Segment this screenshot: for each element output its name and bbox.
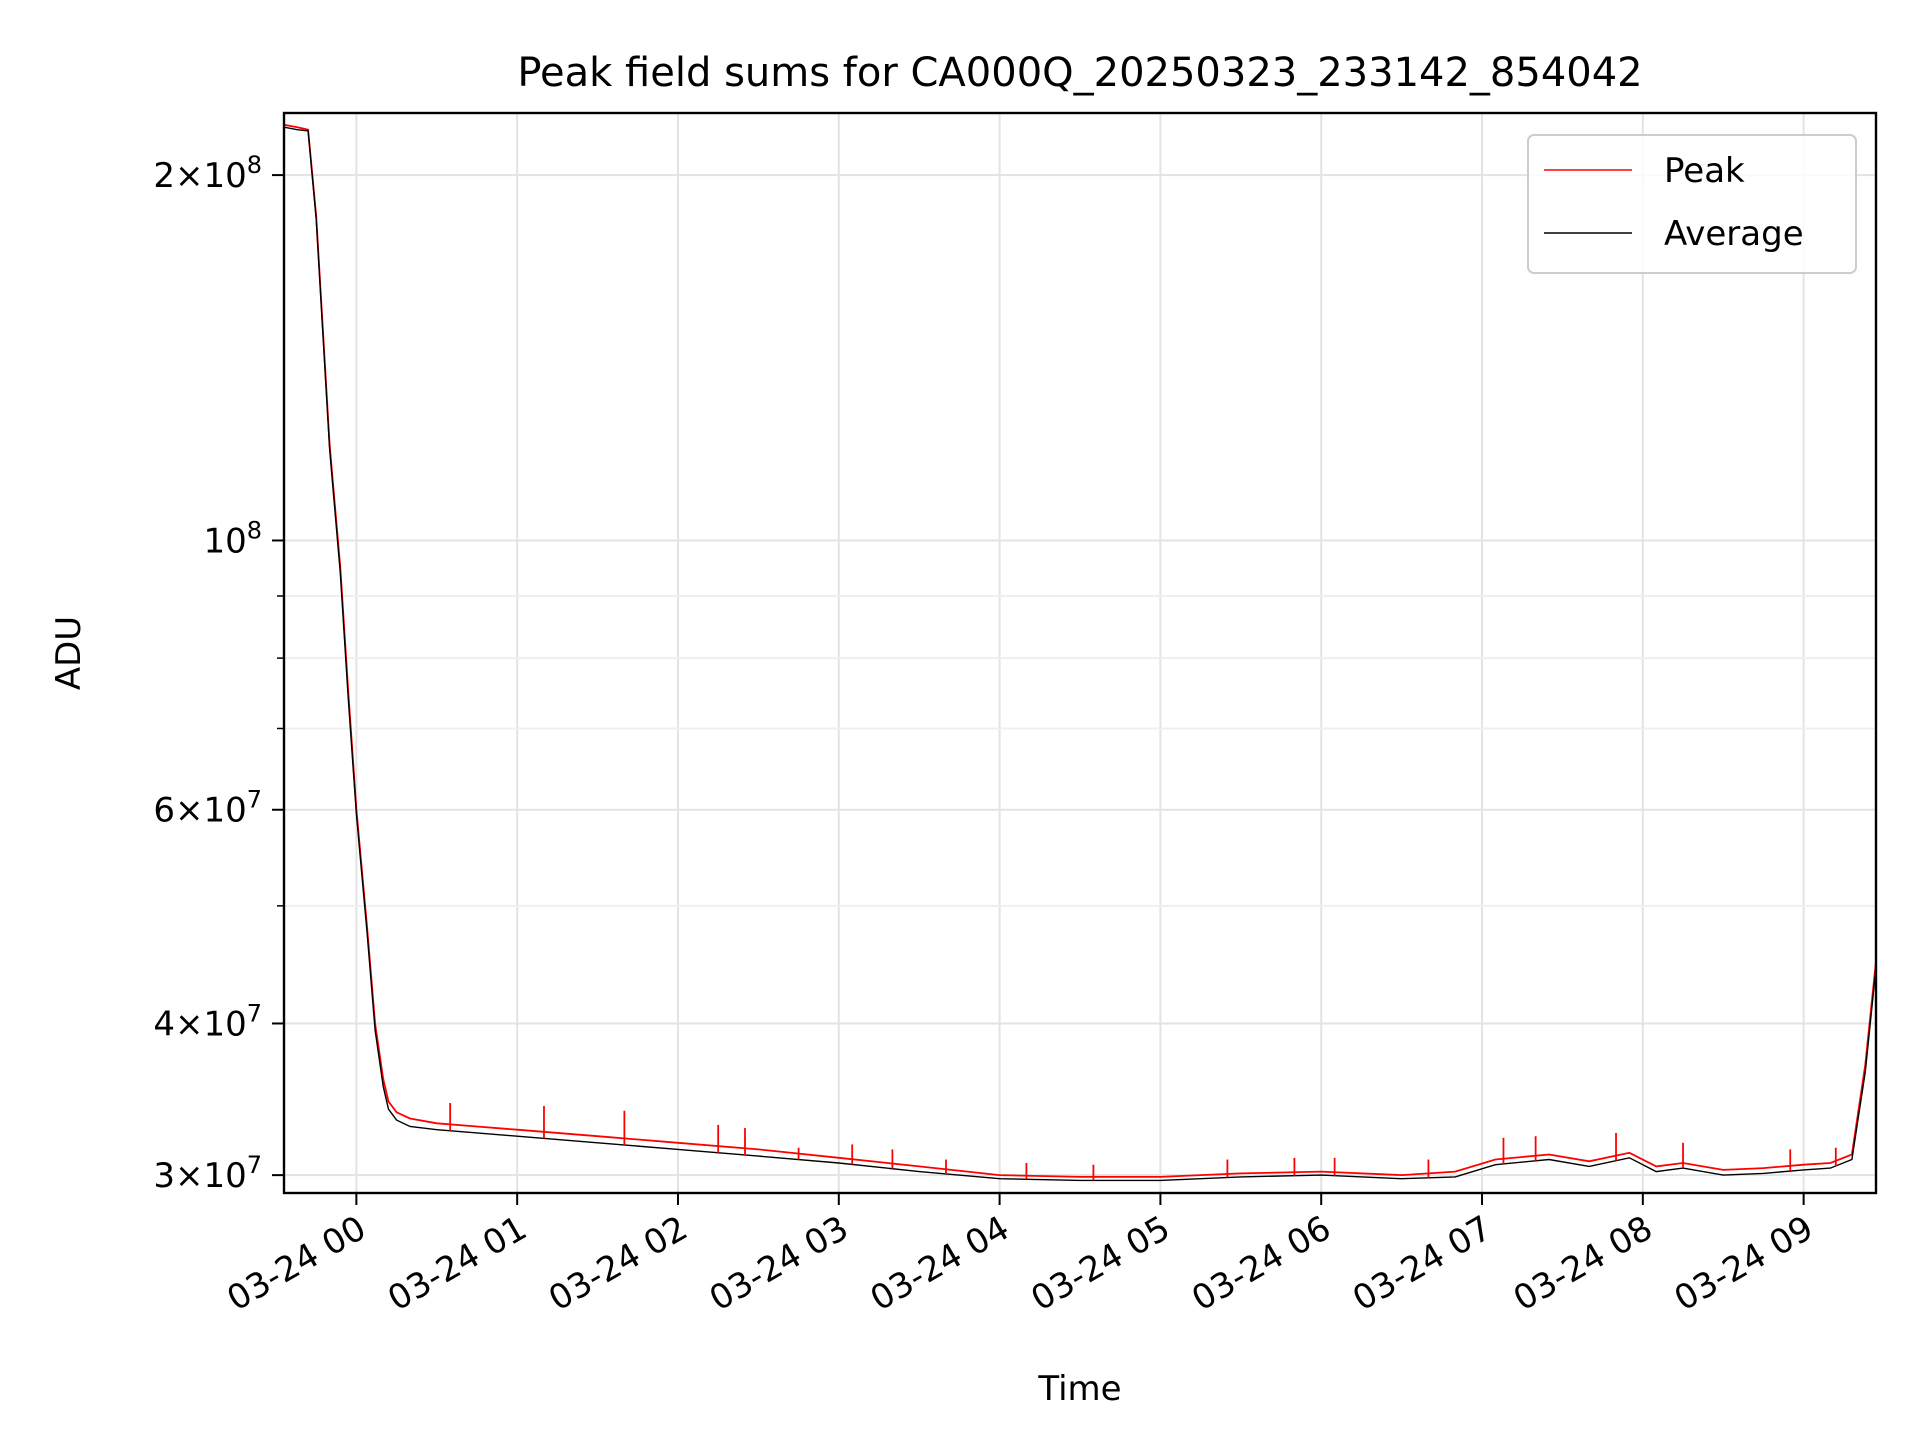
plot-area	[284, 123, 1876, 1182]
x-axis-label: Time	[1037, 1369, 1121, 1409]
y-tick-label-exponent: 8	[247, 151, 262, 179]
y-tick-label-base: 10	[203, 521, 246, 561]
legend-label-peak: Peak	[1664, 151, 1745, 191]
y-tick-label-exponent: 7	[247, 999, 262, 1027]
y-tick-label: 6×107	[153, 786, 262, 831]
series-layer	[284, 123, 1876, 1182]
y-tick-label: 2×108	[153, 151, 262, 196]
y-tick-label: 108	[203, 516, 262, 561]
legend-label-average: Average	[1664, 214, 1804, 254]
chart-title: Peak field sums for CA000Q_20250323_2331…	[517, 50, 1642, 96]
y-tick-label-base: 4×10	[153, 1004, 246, 1044]
y-tick-label-exponent: 7	[247, 1151, 262, 1179]
y-tick-label-base: 6×10	[153, 791, 246, 831]
y-tick-label-exponent: 8	[247, 516, 262, 544]
legend: Peak Average	[1527, 134, 1857, 274]
y-tick-label-exponent: 7	[247, 786, 262, 814]
y-tick-label-base: 3×10	[153, 1156, 246, 1196]
y-tick-label: 4×107	[153, 999, 262, 1044]
grid	[284, 113, 1876, 1193]
plot-frame	[282, 111, 1878, 1195]
y-axis-label: ADU	[49, 616, 89, 690]
y-tick-label-base: 2×10	[153, 156, 246, 196]
y-tick-label: 3×107	[153, 1151, 262, 1196]
series-line-average	[284, 126, 1876, 1182]
